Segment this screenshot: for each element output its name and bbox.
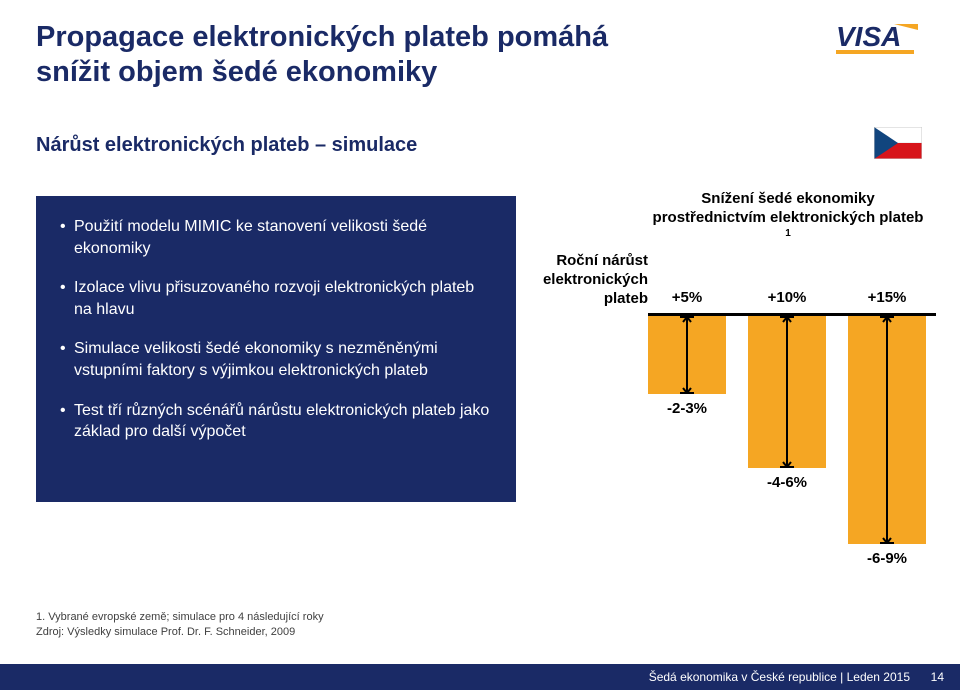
chart-value-label: -4-6%	[748, 474, 826, 491]
footer-text: Šedá ekonomika v České republice | Leden…	[649, 664, 910, 690]
chart-connector-icon	[877, 314, 897, 546]
chart-value-label: -6-9%	[848, 550, 926, 567]
footnote: 1. Vybrané evropské země; simulace pro 4…	[36, 610, 324, 640]
chart-axis-label: Roční nárůst elektronických plateb	[533, 252, 648, 308]
subtitle: Nárůst elektronických plateb – simulace	[36, 134, 417, 157]
bullets-list: Použití modelu MIMIC ke stanovení veliko…	[60, 216, 492, 443]
czech-flag-icon	[874, 127, 922, 164]
bullets-box: Použití modelu MIMIC ke stanovení veliko…	[36, 196, 516, 502]
chart-title: Snížení šedé ekonomiky prostřednictvím e…	[648, 190, 928, 247]
slide-root: Propagace elektronických plateb pomáhá s…	[0, 0, 960, 690]
chart-title-text: Snížení šedé ekonomiky prostřednictvím e…	[653, 190, 924, 226]
bullet-item: Použití modelu MIMIC ke stanovení veliko…	[60, 216, 492, 259]
chart: +5%-2-3%+10%-4-6%+15%-6-9%	[648, 253, 936, 543]
footnote-line2: Zdroj: Výsledky simulace Prof. Dr. F. Sc…	[36, 625, 324, 640]
footnote-line1: 1. Vybrané evropské země; simulace pro 4…	[36, 610, 324, 625]
chart-title-sup: 1	[785, 228, 791, 239]
footer-page: 14	[931, 664, 944, 690]
page-title: Propagace elektronických plateb pomáhá s…	[36, 20, 656, 90]
visa-logo: VISA	[832, 18, 922, 65]
chart-xlabel: +10%	[748, 289, 826, 306]
chart-xlabel: +15%	[848, 289, 926, 306]
bullet-item: Simulace velikosti šedé ekonomiky s nezm…	[60, 338, 492, 381]
chart-connector-icon	[777, 314, 797, 470]
chart-value-label: -2-3%	[648, 400, 726, 417]
bullet-item: Test tří různých scénářů nárůstu elektro…	[60, 400, 492, 443]
chart-connector-icon	[677, 314, 697, 396]
chart-xlabel: +5%	[648, 289, 726, 306]
visa-logo-underline	[836, 50, 914, 54]
bullet-item: Izolace vlivu přisuzovaného rozvoji elek…	[60, 277, 492, 320]
visa-logo-text: VISA	[836, 21, 901, 52]
